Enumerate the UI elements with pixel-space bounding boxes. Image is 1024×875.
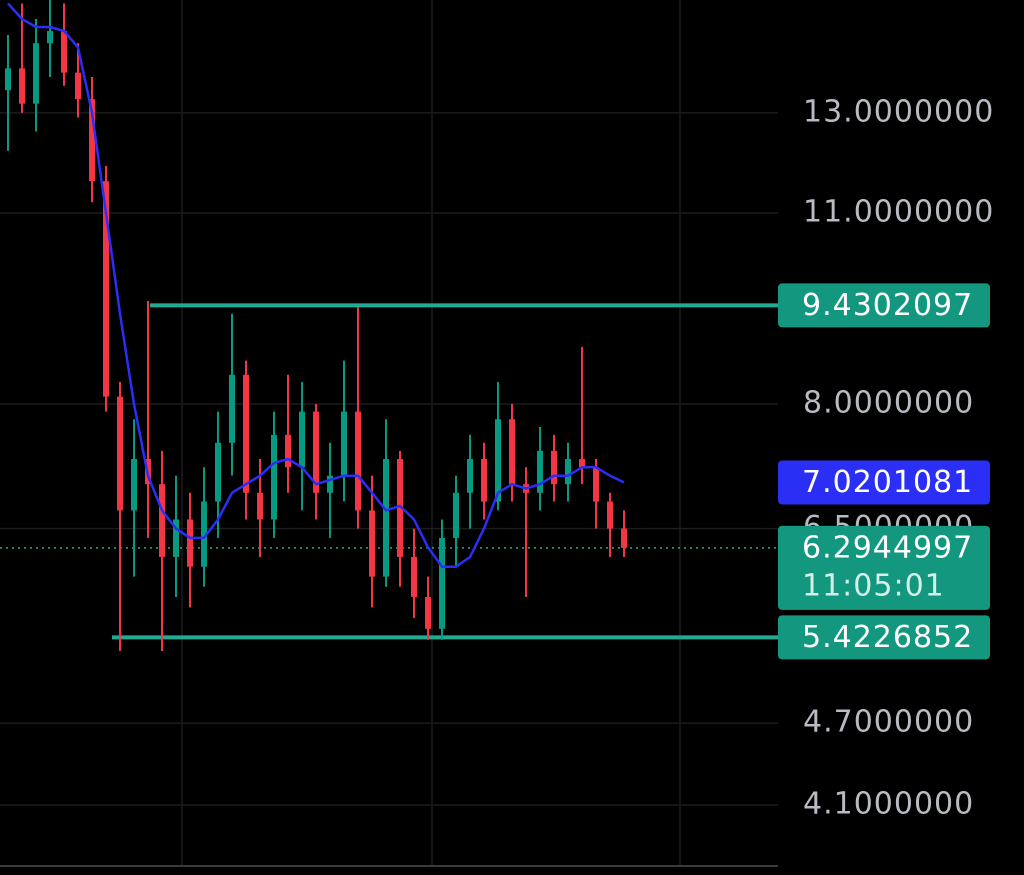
candle-body (159, 484, 165, 557)
level-label (778, 615, 990, 660)
moving-average-line (7, 2, 625, 568)
candle-body (327, 475, 333, 493)
candle-body (453, 492, 459, 538)
candle-body (565, 458, 571, 485)
y-tick-label: 4.7000000 (803, 705, 974, 740)
candle-body (257, 492, 263, 520)
candle-body (271, 434, 277, 520)
candle-body (47, 30, 53, 44)
candle-body (243, 374, 249, 493)
candle-body (285, 434, 291, 468)
candle-body (383, 458, 389, 577)
candle-body (481, 458, 487, 502)
candle-body (89, 99, 95, 182)
candle-body (187, 519, 193, 567)
candle-body (5, 68, 11, 91)
current-price-label (778, 525, 990, 610)
ma-label-text: 7.0201081 (802, 465, 973, 500)
candle-body (607, 501, 613, 529)
candle-body (551, 450, 557, 485)
candle-body (495, 419, 501, 502)
candle-body (75, 72, 81, 100)
candle-body (411, 556, 417, 597)
candle-body (537, 450, 543, 493)
candle-body (509, 419, 515, 485)
candle-body (19, 68, 25, 104)
candle-body (299, 411, 305, 468)
current-price-label-countdown: 11:05:01 (802, 568, 945, 603)
candle-body (103, 181, 109, 397)
y-tick-label: 13.0000000 (803, 94, 994, 129)
candle-body (313, 411, 319, 493)
candle-body (215, 442, 221, 502)
level-label-text: 9.4302097 (802, 288, 973, 323)
candle-body (229, 374, 235, 443)
level-label (778, 283, 990, 328)
y-tick-label: 8.0000000 (803, 386, 974, 421)
candle-body (621, 528, 627, 548)
candle-body (355, 411, 361, 511)
candle-body (579, 458, 585, 468)
candle-body (33, 43, 39, 104)
candle-body (397, 458, 403, 557)
candle-body (467, 458, 473, 493)
candle-body (173, 519, 179, 557)
candle-body (131, 458, 137, 511)
candle-body (439, 537, 445, 629)
candle-body (61, 30, 67, 73)
current-price-label-text: 6.2944997 (802, 530, 973, 565)
ma-label (778, 460, 990, 505)
candle-body (593, 467, 599, 502)
y-tick-label: 4.1000000 (803, 787, 974, 822)
candle-body (117, 396, 123, 511)
y-tick-label: 11.0000000 (803, 195, 994, 230)
candle-body (201, 501, 207, 567)
candle-body (425, 596, 431, 629)
level-label-text: 5.4226852 (802, 620, 973, 655)
candle-body (369, 510, 375, 577)
candle-body (341, 411, 347, 476)
